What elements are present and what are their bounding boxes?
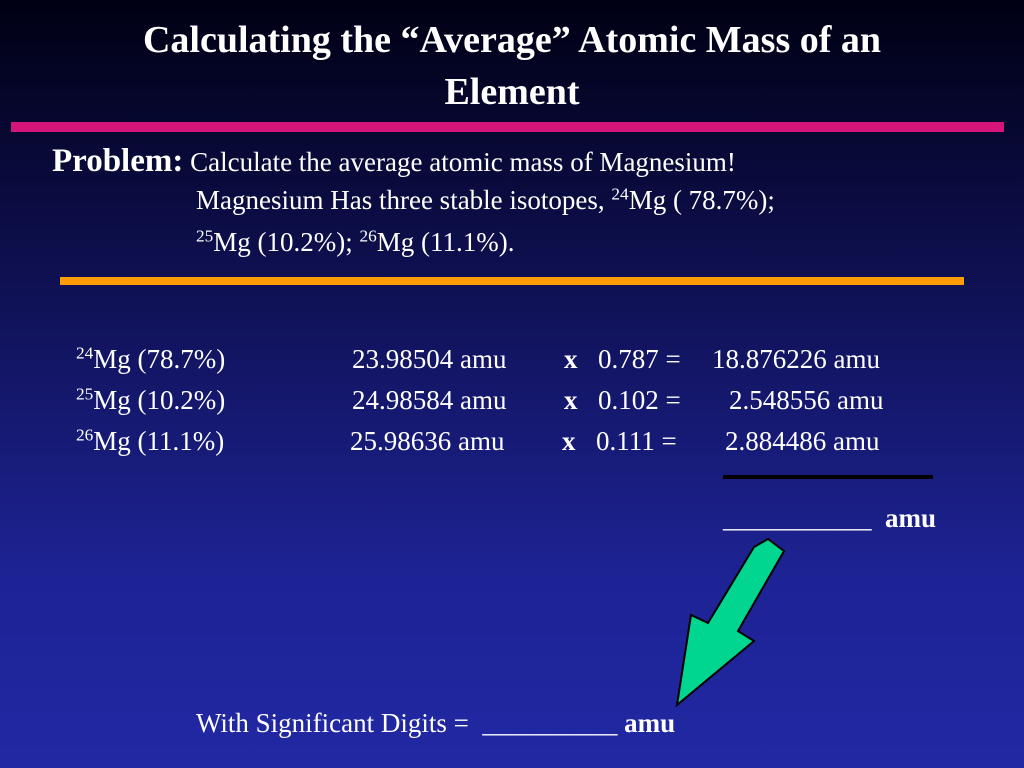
row-atomic-mass: 24.98584 amu [352, 385, 507, 415]
multiply-sign: x [564, 385, 578, 415]
isotope-label: Mg ( 78.7%); [628, 185, 775, 215]
row-isotope-label: Mg (11.1%) [93, 426, 225, 456]
row-isotope: 26Mg (11.1%) [76, 423, 224, 459]
multiply-sign: x [562, 426, 576, 456]
row-product: 18.876226 amu [712, 344, 880, 374]
row-mass-number: 24 [76, 343, 94, 363]
title-divider [11, 122, 1004, 132]
sum-underline [723, 475, 933, 479]
problem-text: Calculate the average atomic mass of Mag… [190, 147, 736, 177]
slide-title: Calculating the “Average” Atomic Mass of… [0, 14, 1024, 118]
row-isotope: 25Mg (10.2%) [76, 382, 225, 418]
row-abundance: 0.787 = [598, 344, 681, 374]
row-mass-number: 25 [76, 384, 94, 404]
problem-line-2-prefix: Magnesium Has three stable isotopes, [196, 185, 605, 215]
row-abundance: 0.111 = [596, 426, 677, 456]
row-isotope-label: Mg (10.2%) [93, 385, 226, 415]
problem-line-3: 25Mg (10.2%); 26Mg (11.1%). [196, 227, 515, 258]
section-divider [60, 277, 964, 285]
row-atomic-mass: 25.98636 amu [350, 426, 505, 456]
title-line-2: Element [444, 71, 580, 113]
row-product: 2.548556 amu [729, 385, 884, 415]
answer-blank: __________ [482, 708, 618, 738]
isotope-label: Mg (10.2%); [213, 227, 353, 257]
isotope-mass-number: 25 [196, 226, 214, 246]
title-line-1: Calculating the “Average” Atomic Mass of… [142, 19, 882, 61]
row-isotope-label: Mg (78.7%) [93, 344, 226, 374]
row-abundance: 0.102 = [598, 385, 681, 415]
isotope-label: Mg (11.1%). [376, 227, 515, 257]
answer-unit: amu [624, 708, 676, 738]
total-answer: ___________ amu [723, 503, 936, 534]
isotope-mass-number: 26 [359, 226, 377, 246]
problem-statement: Problem: Calculate the average atomic ma… [52, 140, 736, 183]
row-isotope: 24Mg (78.7%) [76, 341, 225, 377]
significant-digits-label: With Significant Digits = [196, 708, 469, 738]
row-mass-number: 26 [76, 425, 94, 445]
problem-line-2: Magnesium Has three stable isotopes, 24M… [196, 185, 775, 216]
isotope-mass-number: 24 [611, 184, 629, 204]
significant-digits-answer: With Significant Digits = __________ amu [196, 708, 675, 739]
problem-label: Problem: [52, 143, 184, 179]
answer-unit: amu [885, 503, 937, 533]
row-product: 2.884486 amu [725, 426, 880, 456]
down-arrow-icon [675, 537, 786, 708]
row-atomic-mass: 23.98504 amu [352, 344, 507, 374]
multiply-sign: x [564, 344, 578, 374]
answer-blank: ___________ [723, 503, 872, 533]
